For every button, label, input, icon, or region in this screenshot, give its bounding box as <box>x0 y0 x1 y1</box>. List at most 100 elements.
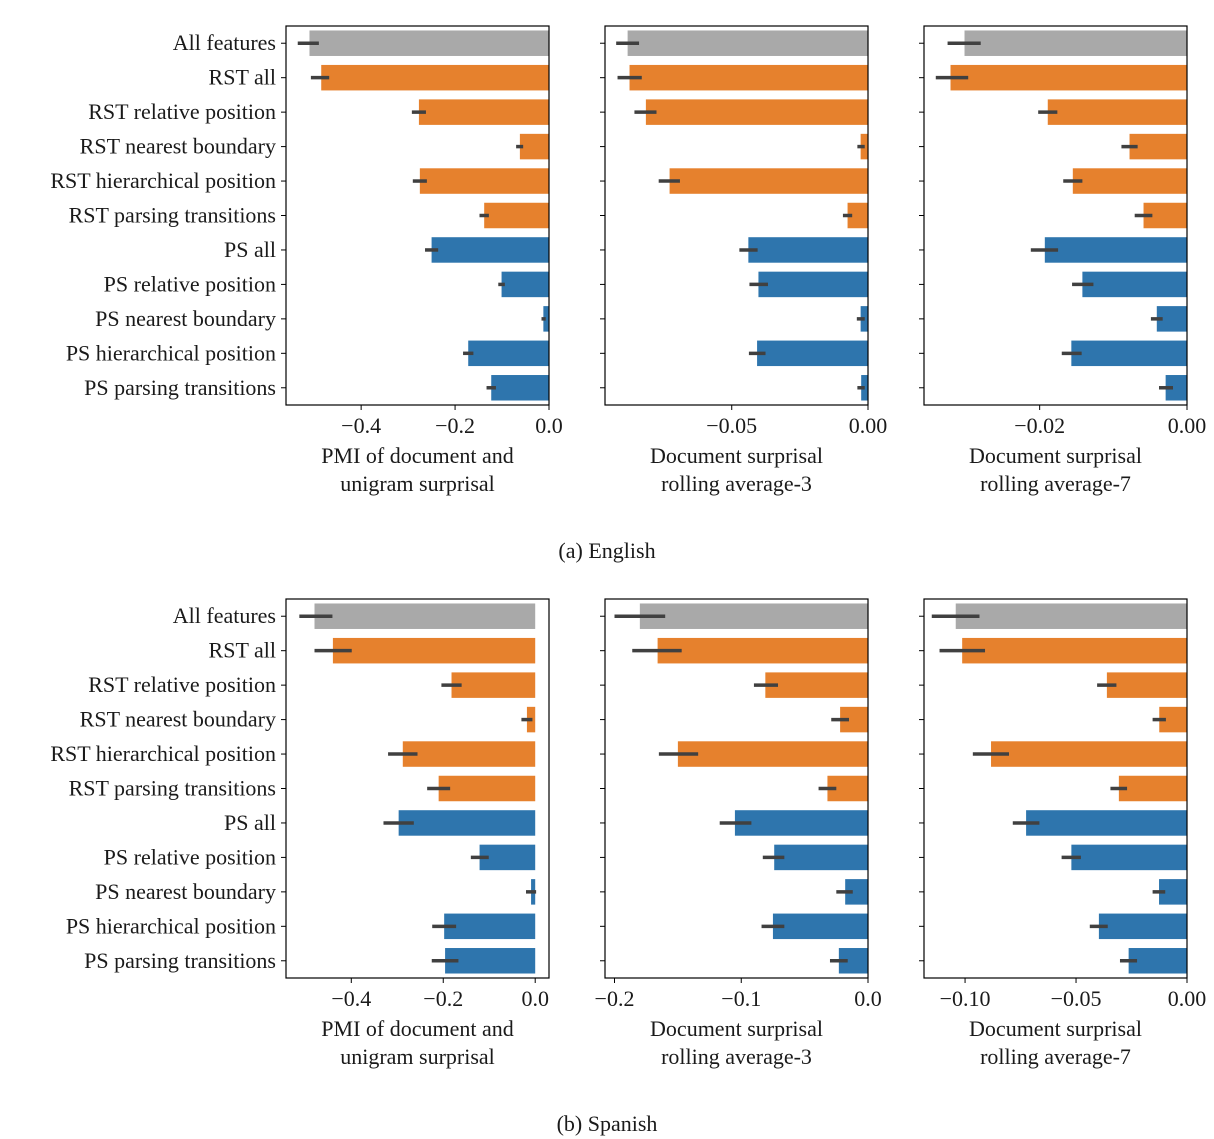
ytick-label: All features <box>173 603 276 628</box>
xtick-label: −0.02 <box>1014 413 1065 438</box>
bar-1 <box>314 603 536 629</box>
bar-1 <box>309 30 549 56</box>
chart-a-panel-2: −0.02 0.00 Document surprisal rolling avera… <box>919 25 1206 496</box>
ytick-label: PS all <box>224 237 276 262</box>
x-axis-label: Document surprisal <box>650 1016 823 1041</box>
bar-7 <box>398 810 536 836</box>
xtick-label: −0.2 <box>423 986 463 1011</box>
x-axis-label: Document surprisal <box>969 1016 1142 1041</box>
bar-8 <box>758 271 868 298</box>
bar-9 <box>845 879 868 905</box>
xtick-label: −0.4 <box>341 413 381 438</box>
bar-6 <box>1118 775 1187 802</box>
bar-10 <box>468 340 549 367</box>
bar-8 <box>1071 844 1187 871</box>
ytick-label: RST parsing transitions <box>69 203 276 228</box>
ytick-label: RST parsing transitions <box>69 776 276 801</box>
ytick-label: PS hierarchical position <box>66 340 276 365</box>
ytick-label: PS nearest boundary <box>95 306 276 331</box>
bar-1 <box>627 30 868 56</box>
bar-3 <box>645 99 868 125</box>
xtick-label: 0.0 <box>854 986 882 1011</box>
bar-2 <box>321 64 549 91</box>
ytick-label: RST hierarchical position <box>50 168 276 193</box>
ytick-label: PS nearest boundary <box>95 879 276 904</box>
bar-2 <box>332 637 536 664</box>
chart-b-panel-2: −0.10 −0.05 0.00 Document surprisal rolling … <box>919 598 1206 1069</box>
bar-9 <box>543 306 549 332</box>
xtick-label: −0.4 <box>331 986 371 1011</box>
x-axis-label: Document surprisal <box>650 443 823 468</box>
xtick-label: −0.2 <box>595 986 635 1011</box>
x-axis-label: rolling average-7 <box>980 471 1131 496</box>
bar-5 <box>991 741 1187 767</box>
bar-6 <box>484 202 549 229</box>
bar-11 <box>491 375 549 401</box>
x-axis-label: Document surprisal <box>969 443 1142 468</box>
ytick-label: PS relative position <box>104 271 276 296</box>
bar-7 <box>431 237 549 263</box>
ytick-label: PS relative position <box>104 844 276 869</box>
chart-a-panel-0: All features RST all RST relative position… <box>50 25 563 496</box>
ytick-label: PS hierarchical position <box>66 913 276 938</box>
bar-1 <box>955 603 1187 629</box>
xtick-label: −0.2 <box>435 413 475 438</box>
x-axis-label: PMI of document and <box>321 1016 513 1041</box>
bar-2 <box>629 64 868 91</box>
ytick-label: All features <box>173 30 276 55</box>
bar-2 <box>657 637 868 664</box>
caption-english: (a) English <box>558 538 655 563</box>
chart-b-panel-1: −0.2 −0.1 0.0 Document surprisal rolling ave… <box>595 598 882 1069</box>
ytick-label: RST nearest boundary <box>80 707 276 732</box>
x-axis-label: rolling average-3 <box>661 1044 812 1069</box>
bar-10 <box>757 340 868 367</box>
x-axis-label: unigram surprisal <box>340 471 495 496</box>
bar-3 <box>1106 672 1187 698</box>
ytick-label: RST nearest boundary <box>80 134 276 159</box>
bar-1 <box>964 30 1187 56</box>
bar-5 <box>677 741 868 767</box>
ytick-label: RST hierarchical position <box>50 741 276 766</box>
ytick-label: RST all <box>209 65 276 90</box>
chart-a-panel-1: −0.05 0.00 Document surprisal rolling avera… <box>600 25 888 496</box>
bar-10 <box>772 913 868 940</box>
bar-1 <box>639 603 868 629</box>
bar-3 <box>1047 99 1187 125</box>
ytick-label: RST relative position <box>88 99 276 124</box>
xtick-label: −0.05 <box>706 413 757 438</box>
charts-root: All features RST all RST relative position… <box>50 25 1206 1069</box>
bar-11 <box>445 948 536 974</box>
xtick-label: −0.10 <box>940 986 991 1011</box>
x-axis-label: unigram surprisal <box>340 1044 495 1069</box>
ytick-label: RST relative position <box>88 672 276 697</box>
bar-7 <box>734 810 868 836</box>
bar-8 <box>1082 271 1187 298</box>
bar-5 <box>402 741 536 767</box>
chart-b-panel-0: All features RST all RST relative position… <box>50 598 550 1069</box>
x-axis-label: PMI of document and <box>321 443 513 468</box>
bar-4 <box>519 133 549 160</box>
caption-spanish: (b) Spanish <box>557 1111 658 1136</box>
bar-5 <box>669 168 868 194</box>
bar-5 <box>419 168 549 194</box>
xtick-label: −0.05 <box>1051 986 1102 1011</box>
bar-10 <box>1071 340 1187 367</box>
bar-7 <box>1044 237 1187 263</box>
ytick-label: PS all <box>224 810 276 835</box>
bar-11 <box>1165 375 1187 401</box>
bar-10 <box>444 913 536 940</box>
xtick-label: 0.00 <box>849 413 888 438</box>
x-axis-label: rolling average-7 <box>980 1044 1131 1069</box>
xtick-label: 0.0 <box>535 413 563 438</box>
bar-8 <box>774 844 868 871</box>
bar-8 <box>479 844 536 871</box>
bar-7 <box>748 237 868 263</box>
bar-7 <box>1026 810 1187 836</box>
bar-6 <box>847 202 868 229</box>
bar-2 <box>950 64 1187 91</box>
bar-5 <box>1072 168 1187 194</box>
xtick-label: −0.1 <box>721 986 761 1011</box>
xtick-label: 0.0 <box>521 986 549 1011</box>
bar-3 <box>451 672 536 698</box>
